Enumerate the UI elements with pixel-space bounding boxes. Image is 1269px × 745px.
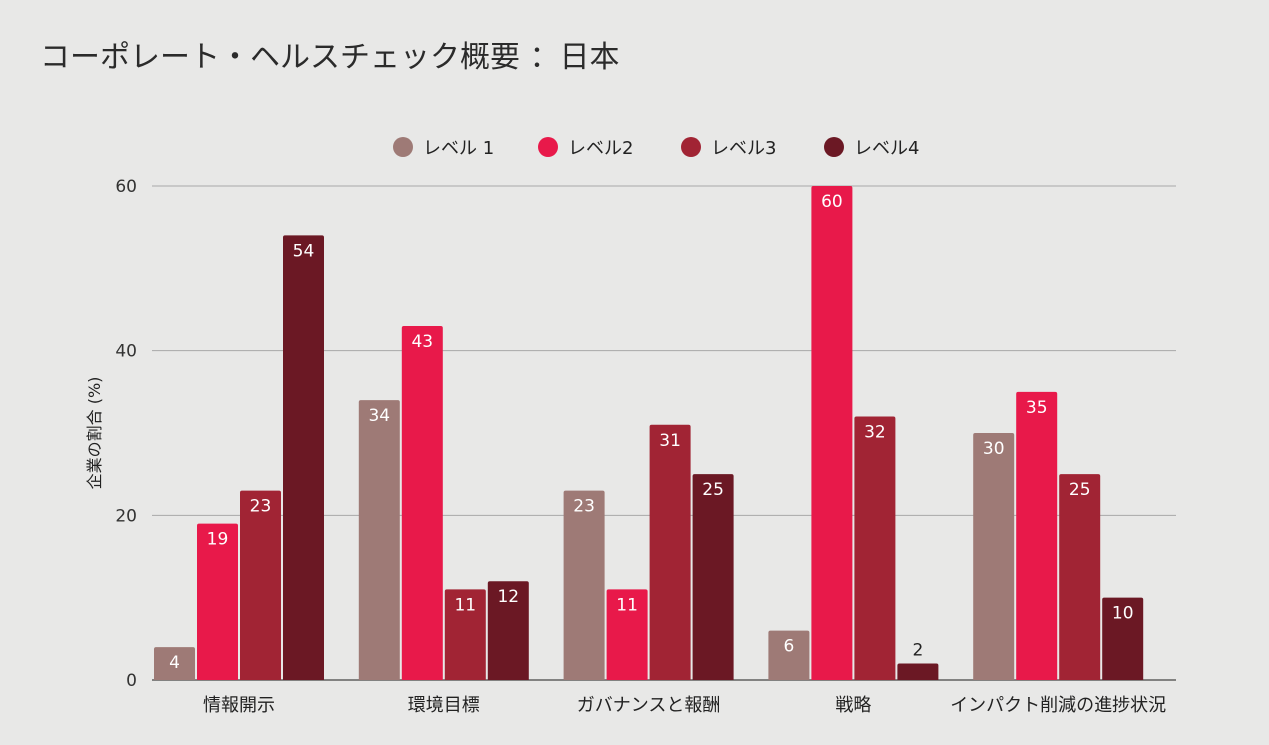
y-axis-title: 企業の割合 (%) (85, 377, 104, 490)
data-label-2-2: 31 (659, 431, 681, 451)
data-label-1-3: 12 (497, 587, 519, 607)
bar-4-0[interactable] (973, 433, 1015, 680)
data-label-2-3: 25 (702, 480, 724, 500)
bar-2-2[interactable] (649, 424, 691, 680)
bar-3-2[interactable] (854, 416, 896, 680)
data-label-2-1: 11 (616, 595, 638, 615)
data-label-0-3: 54 (293, 241, 315, 261)
bar-1-0[interactable] (358, 400, 400, 680)
bar-2-1[interactable] (606, 589, 648, 680)
bars (154, 186, 1144, 680)
bar-1-1[interactable] (401, 325, 443, 680)
category-label-0: 情報開示 (203, 695, 275, 716)
bar-2-3[interactable] (692, 474, 734, 680)
data-label-0-1: 19 (207, 530, 229, 550)
data-label-3-3: 2 (912, 641, 923, 661)
legend-swatch-2 (538, 137, 558, 157)
bar-1-2[interactable] (444, 589, 486, 680)
y-tick-label-20: 20 (115, 506, 137, 526)
legend-item-4[interactable]: レベル4 (824, 137, 919, 159)
data-label-1-0: 34 (368, 406, 390, 426)
data-label-0-0: 4 (169, 653, 180, 673)
y-tick-label-40: 40 (115, 342, 137, 362)
bar-3-3[interactable] (897, 663, 939, 680)
legend-label-2: レベル2 (568, 138, 633, 159)
bar-4-1[interactable] (1016, 391, 1058, 680)
legend-label-4: レベル4 (854, 138, 919, 159)
data-label-4-0: 30 (983, 439, 1005, 459)
category-label-3: 戦略 (835, 695, 871, 716)
category-label-2: ガバナンスと報酬 (577, 695, 721, 716)
bar-3-0[interactable] (768, 630, 810, 680)
legend-item-3[interactable]: レベル3 (681, 137, 776, 159)
data-label-1-1: 43 (411, 332, 433, 352)
bar-4-3[interactable] (1102, 597, 1144, 680)
chart-title: コーポレート・ヘルスチェック概要 ：日本 (40, 40, 620, 75)
legend-item-2[interactable]: レベル2 (538, 137, 633, 159)
legend-label-3: レベル3 (711, 138, 776, 159)
bar-4-2[interactable] (1059, 474, 1101, 680)
axes: 0 20 40 60 企業の割合 (%) 情報開示 環境目標 ガバナンスと報酬 戦略 インパクト削… (85, 177, 1166, 716)
legend-swatch-4 (824, 137, 844, 157)
legend-label-1: レベル 1 (423, 138, 494, 159)
bar-1-3[interactable] (487, 581, 529, 680)
category-label-4: インパクト削減の進捗状況 (950, 695, 1166, 716)
bar-3-1[interactable] (811, 186, 853, 680)
data-label-2-0: 23 (573, 497, 595, 517)
y-tick-label-0: 0 (126, 671, 137, 691)
data-label-3-1: 60 (821, 192, 843, 212)
data-label-1-2: 11 (454, 595, 476, 615)
bar-0-2[interactable] (240, 490, 281, 680)
data-label-0-2: 23 (250, 497, 272, 517)
legend[interactable]: レベル 1 レベル2 レベル3 レベル4 (393, 137, 919, 159)
legend-swatch-1 (393, 137, 413, 157)
legend-swatch-3 (681, 137, 701, 157)
bar-0-1[interactable] (197, 523, 238, 680)
data-labels: 4 19 23 54 34 43 11 12 23 11 31 25 6 60 32 2 30 35 25 10 (169, 192, 1133, 673)
data-label-4-1: 35 (1026, 398, 1048, 418)
data-label-3-0: 6 (783, 637, 794, 657)
category-label-1: 環境目標 (408, 695, 480, 716)
bar-2-0[interactable] (563, 490, 605, 680)
bar-0-3[interactable] (283, 235, 324, 680)
legend-item-1[interactable]: レベル 1 (393, 137, 494, 159)
bar-0-0[interactable] (154, 647, 195, 680)
data-label-4-2: 25 (1069, 480, 1091, 500)
data-label-3-2: 32 (864, 423, 886, 443)
data-label-4-3: 10 (1112, 604, 1134, 624)
y-tick-label-60: 60 (115, 177, 137, 197)
